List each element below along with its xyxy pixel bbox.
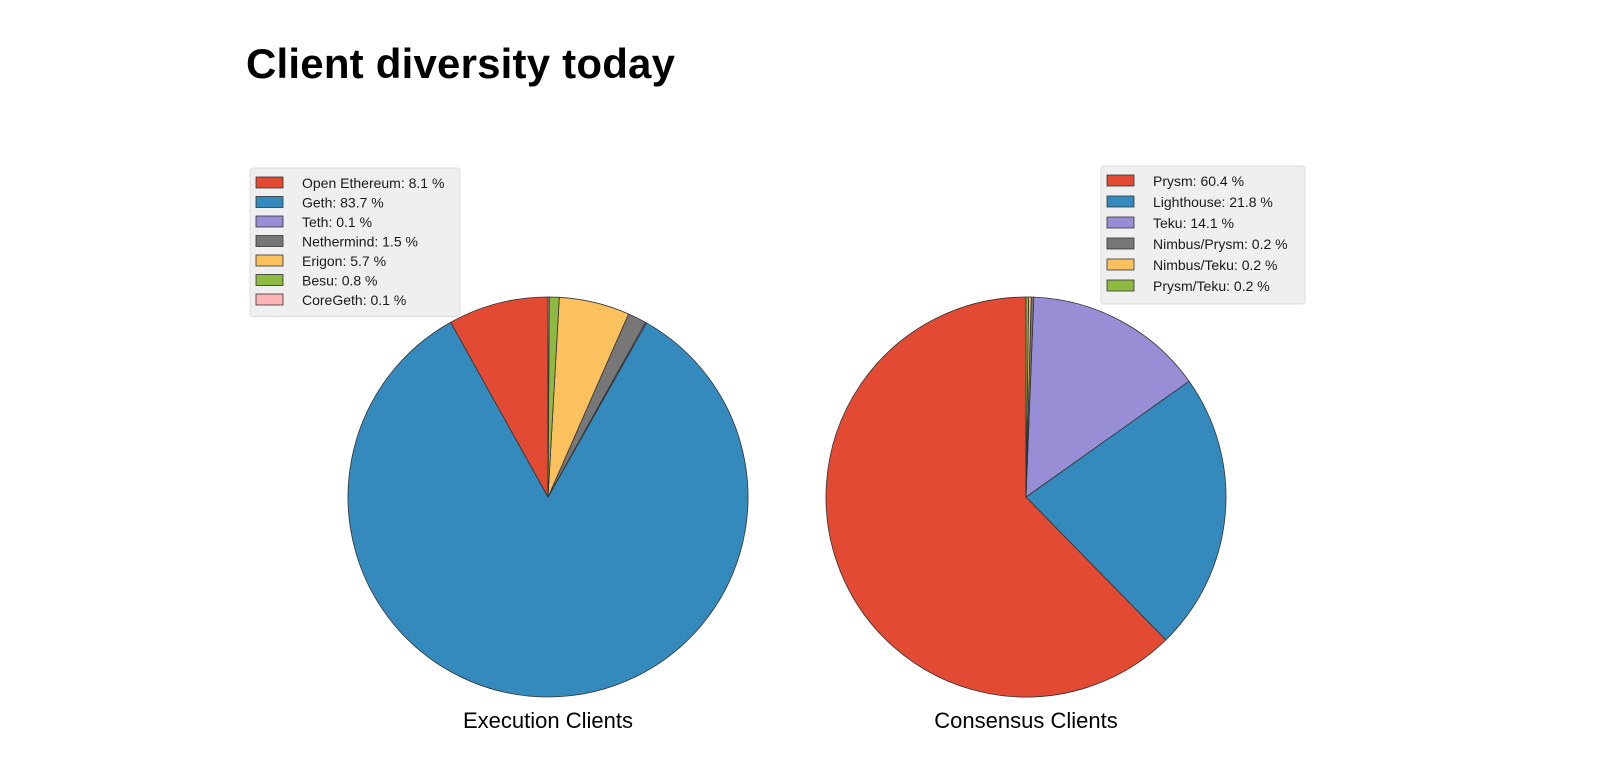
legend: Open Ethereum: 8.1 % Geth: 83.7 % Teth: 0.… [249,167,461,317]
legend-label-coregeth: CoreGeth: 0.1 % [302,292,406,308]
legend-label-teth: Teth: 0.1 % [302,214,372,230]
legend-swatch-coregeth [255,293,284,306]
legend-swatch-geth [255,196,284,208]
legend-swatch-nimbus-prysm [1106,237,1135,250]
legend-label-erigon: Erigon: 5.7 % [302,253,386,269]
legend-swatch-nimbus-teku [1106,258,1135,271]
legend-swatch-nethermind [255,235,284,247]
pie-slice-coregeth [547,296,550,498]
legend-swatch-teku [1106,216,1135,229]
legend: Prysm: 60.4 % Lighthouse: 21.8 % Teku: 14.… [1100,165,1306,305]
execution-clients-pie-chart: Execution Clients Open Ethereum: 8.1 % Get… [249,167,749,733]
legend-label-nimbus-teku: Nimbus/Teku: 0.2 % [1153,257,1278,273]
legend-label-open-ethereum: Open Ethereum: 8.1 % [302,175,444,191]
legend-label-nethermind: Nethermind: 1.5 % [302,234,418,250]
legend-swatch-prysm-teku [1106,279,1135,292]
legend-box [249,167,461,317]
legend-label-prysm-teku: Prysm/Teku: 0.2 % [1153,278,1270,294]
legend-swatch-besu [255,274,284,286]
consensus-clients-pie-chart: Consensus Clients Prysm: 60.4 % Lighthouse… [825,165,1306,733]
legend-label-nimbus-prysm: Nimbus/Prysm: 0.2 % [1153,236,1288,252]
pie-slice-prysm-teku [1025,296,1029,498]
legend-label-lighthouse: Lighthouse: 21.8 % [1153,194,1273,210]
legend-box [1100,165,1306,305]
pie-slice-geth [347,321,749,698]
legend-swatch-prysm [1106,174,1135,187]
pie-slice-teku [1025,296,1190,498]
chart-title: Execution Clients [463,708,633,733]
legend-label-prysm: Prysm: 60.4 % [1153,173,1244,189]
page-title: Client diversity today [246,40,676,87]
legend-label-geth: Geth: 83.7 % [302,195,384,211]
legend-swatch-teth [255,215,284,228]
legend-swatch-erigon [255,254,284,267]
legend-label-teku: Teku: 14.1 % [1153,215,1234,231]
pie-slice-lighthouse [1025,380,1227,641]
pie-slice-prysm [825,296,1167,698]
chart-title: Consensus Clients [934,708,1117,733]
legend-swatch-lighthouse [1106,195,1135,208]
legend-label-besu: Besu: 0.8 % [302,273,378,289]
pie-slice-open-ethereum [450,296,549,499]
legend-swatch-open-ethereum [255,176,284,189]
